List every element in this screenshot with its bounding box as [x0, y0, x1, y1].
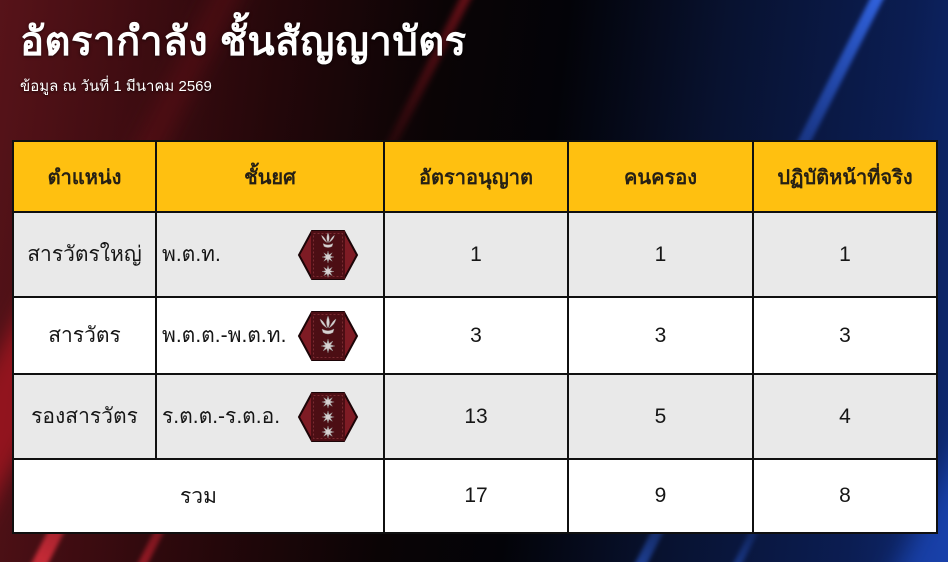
occupied-cell: 5	[567, 373, 754, 460]
rank-cell: ร.ต.ต.-ร.ต.อ.	[155, 373, 385, 460]
total-row: รวม 17 9 8	[12, 458, 938, 534]
authorized-cell: 1	[383, 211, 569, 298]
total-occupied-cell: 9	[567, 458, 754, 534]
occupied-cell: 1	[567, 211, 754, 298]
header-authorized: อัตราอนุญาต	[383, 140, 569, 213]
header-occupied: คนครอง	[567, 140, 754, 213]
header-actual: ปฏิบัติหน้าที่จริง	[752, 140, 938, 213]
occupied-cell: 3	[567, 296, 754, 375]
actual-cell: 1	[752, 211, 938, 298]
authorized-cell: 13	[383, 373, 569, 460]
authorized-cell: 3	[383, 296, 569, 375]
table-row: รองสารวัตร ร.ต.ต.-ร.ต.อ.	[12, 373, 938, 460]
total-authorized-cell: 17	[383, 458, 569, 534]
page-subtitle: ข้อมูล ณ วันที่ 1 มีนาคม 2569	[20, 78, 212, 95]
table-row: สารวัตร พ.ต.ต.-พ.ต.ท. 3	[12, 296, 938, 375]
rank-label: พ.ต.ท.	[162, 243, 221, 266]
header-rank: ชั้นยศ	[155, 140, 385, 213]
rank-badge-crown-one-star-icon	[298, 310, 358, 361]
manpower-table-wrap: ตำแหน่ง ชั้นยศ อัตราอนุญาต คนครอง ปฏิบัต…	[12, 140, 938, 534]
actual-cell: 4	[752, 373, 938, 460]
rank-badge-crown-two-stars-icon	[298, 229, 358, 280]
rank-cell: พ.ต.ท.	[155, 211, 385, 298]
title-block: อัตรากำลัง ชั้นสัญญาบัตร ข้อมูล ณ วันที่…	[20, 12, 467, 98]
table-row: สารวัตรใหญ่ พ.ต.ท.	[12, 211, 938, 298]
manpower-table: ตำแหน่ง ชั้นยศ อัตราอนุญาต คนครอง ปฏิบัต…	[12, 140, 938, 534]
total-actual-cell: 8	[752, 458, 938, 534]
total-label-cell: รวม	[12, 458, 385, 534]
rank-label: ร.ต.ต.-ร.ต.อ.	[162, 405, 281, 428]
actual-cell: 3	[752, 296, 938, 375]
position-cell: สารวัตรใหญ่	[12, 211, 157, 298]
page-title: อัตรากำลัง ชั้นสัญญาบัตร	[20, 20, 467, 64]
rank-badge-three-stars-icon	[298, 391, 358, 442]
rank-cell: พ.ต.ต.-พ.ต.ท.	[155, 296, 385, 375]
position-cell: สารวัตร	[12, 296, 157, 375]
rank-label: พ.ต.ต.-พ.ต.ท.	[162, 324, 287, 347]
header-row: ตำแหน่ง ชั้นยศ อัตราอนุญาต คนครอง ปฏิบัต…	[12, 140, 938, 213]
position-cell: รองสารวัตร	[12, 373, 157, 460]
header-position: ตำแหน่ง	[12, 140, 157, 213]
